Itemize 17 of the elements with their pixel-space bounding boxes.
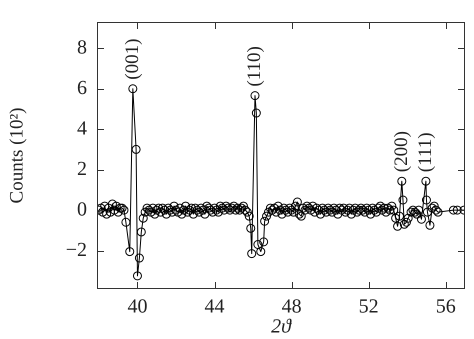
x-axis-title: 2ϑ — [271, 315, 292, 338]
x-tick-label: 44 — [204, 295, 225, 318]
annotation: (110) — [244, 46, 265, 87]
y-axis-title: Counts (10²) — [6, 108, 28, 204]
annotation: (001) — [122, 38, 143, 80]
x-tick-label: 40 — [127, 295, 148, 318]
annotation: (200) — [390, 131, 412, 172]
y-tick-label: 6 — [77, 77, 87, 99]
y-tick-label: 8 — [77, 36, 87, 59]
x-tick-label: 48 — [282, 295, 302, 318]
x-tick-label: 52 — [358, 295, 379, 318]
y-tick-label: 4 — [77, 117, 87, 140]
y-tick-label: 0 — [77, 198, 87, 220]
annotation: (111) — [414, 132, 436, 172]
y-tick-label: 2 — [77, 158, 87, 180]
x-tick-label: 56 — [436, 295, 456, 318]
y-tick-label: −2 — [66, 238, 87, 261]
